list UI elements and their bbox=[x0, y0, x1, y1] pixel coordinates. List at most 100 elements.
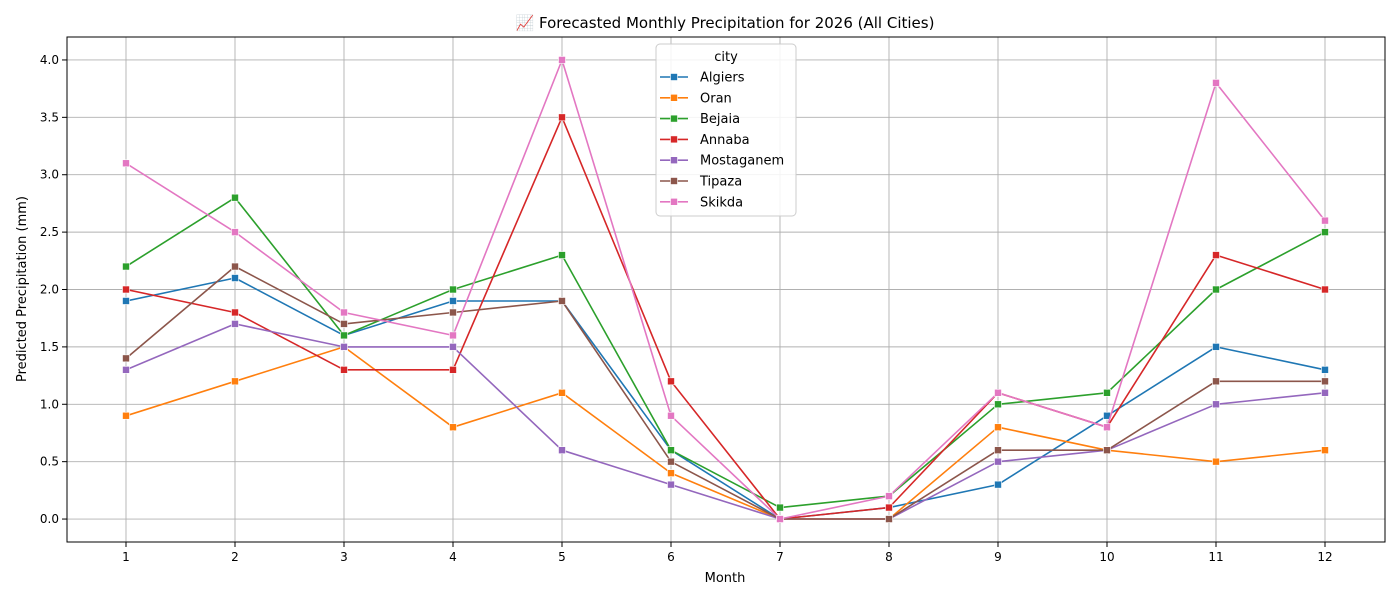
series-line-algiers bbox=[125, 277, 1326, 520]
data-point-tipaza bbox=[340, 320, 348, 328]
x-tick-label: 10 bbox=[1099, 550, 1114, 564]
data-point-tipaza bbox=[1321, 377, 1329, 386]
legend-swatch-marker bbox=[670, 156, 678, 164]
data-point-mostaganem bbox=[449, 343, 457, 351]
legend-item-mostaganem: Mostaganem bbox=[660, 154, 784, 169]
legend-item-tipaza: Tipaza bbox=[660, 175, 742, 190]
legend-label: Skikda bbox=[700, 195, 743, 210]
data-point-oran bbox=[449, 423, 457, 432]
data-point-algiers bbox=[1212, 343, 1220, 351]
legend-item-algiers: Algiers bbox=[660, 71, 745, 86]
data-point-annaba bbox=[885, 503, 893, 512]
series-layer bbox=[122, 56, 1329, 523]
y-tick-label: 3.0 bbox=[40, 168, 59, 182]
data-point-tipaza bbox=[122, 354, 130, 363]
legend-swatch-marker bbox=[670, 177, 678, 185]
data-point-oran bbox=[667, 469, 675, 477]
data-point-bejaia bbox=[122, 262, 130, 271]
y-tick-label: 1.0 bbox=[40, 397, 59, 411]
data-point-oran bbox=[1321, 446, 1329, 454]
data-point-bejaia bbox=[994, 400, 1002, 409]
data-point-bejaia bbox=[1103, 388, 1111, 397]
legend: city Algiers Oran Bejaia Annaba Mostaganem Ti… bbox=[655, 43, 797, 217]
legend-label: Oran bbox=[700, 91, 732, 106]
data-point-skikda bbox=[667, 411, 675, 420]
x-tick-label: 9 bbox=[994, 550, 1002, 564]
x-axis-label: Month bbox=[705, 571, 746, 586]
x-tick-label: 6 bbox=[667, 550, 675, 564]
legend-label: Annaba bbox=[700, 133, 750, 148]
y-tick-label: 2.5 bbox=[40, 225, 59, 239]
legend-swatch-marker bbox=[670, 198, 678, 206]
data-point-algiers bbox=[1321, 366, 1329, 374]
legend-label: Tipaza bbox=[699, 175, 742, 190]
data-point-bejaia bbox=[231, 193, 239, 202]
series-tipaza bbox=[122, 262, 1329, 523]
data-point-bejaia bbox=[1321, 228, 1329, 236]
data-point-tipaza bbox=[558, 297, 566, 305]
data-point-annaba bbox=[449, 366, 457, 374]
legend-label: Bejaia bbox=[700, 112, 740, 127]
data-point-bejaia bbox=[340, 331, 348, 340]
legend-label: Mostaganem bbox=[700, 154, 784, 169]
data-point-mostaganem bbox=[340, 343, 348, 351]
data-point-mostaganem bbox=[122, 366, 130, 374]
data-point-tipaza bbox=[994, 446, 1002, 454]
data-point-skikda bbox=[231, 228, 239, 236]
series-line-skikda bbox=[125, 59, 1326, 520]
series-skikda bbox=[122, 56, 1329, 523]
data-point-skikda bbox=[449, 331, 457, 340]
legend-swatch-marker bbox=[670, 135, 678, 144]
y-tick-label: 0.0 bbox=[40, 512, 59, 526]
legend-item-skikda: Skikda bbox=[660, 195, 743, 210]
x-tick-label: 8 bbox=[885, 550, 893, 564]
legend-item-oran: Oran bbox=[660, 91, 732, 106]
x-tick-label: 12 bbox=[1317, 550, 1332, 564]
data-point-annaba bbox=[231, 308, 239, 317]
data-point-algiers bbox=[122, 297, 130, 305]
data-point-annaba bbox=[558, 113, 566, 122]
series-line-bejaia bbox=[125, 196, 1326, 509]
series-bejaia bbox=[122, 193, 1329, 512]
data-point-tipaza bbox=[449, 308, 457, 317]
legend-swatch-marker bbox=[670, 94, 678, 102]
series-line-mostaganem bbox=[125, 323, 1326, 520]
legend-item-annaba: Annaba bbox=[660, 133, 750, 148]
data-point-skikda bbox=[558, 56, 566, 64]
data-point-oran bbox=[558, 388, 566, 397]
legend-label: Algiers bbox=[700, 71, 745, 86]
legend-item-bejaia: Bejaia bbox=[660, 112, 740, 127]
legend-swatch-marker bbox=[670, 114, 678, 123]
y-tick-label: 4.0 bbox=[40, 53, 59, 67]
data-point-skikda bbox=[122, 159, 130, 168]
data-point-bejaia bbox=[667, 446, 675, 454]
x-tick-label: 4 bbox=[449, 550, 457, 564]
data-point-oran bbox=[122, 411, 130, 420]
data-point-mostaganem bbox=[231, 320, 239, 328]
chart-title: 📈 Forecasted Monthly Precipitation for 2… bbox=[516, 14, 935, 32]
data-point-skikda bbox=[340, 308, 348, 317]
data-point-mostaganem bbox=[1321, 388, 1329, 397]
data-point-tipaza bbox=[231, 262, 239, 271]
legend-items: Algiers Oran Bejaia Annaba Mostaganem Tipaza S… bbox=[660, 71, 784, 210]
data-point-bejaia bbox=[449, 285, 457, 294]
data-point-annaba bbox=[1321, 285, 1329, 294]
x-tick-label: 11 bbox=[1208, 550, 1223, 564]
x-tick-label: 7 bbox=[776, 550, 784, 564]
data-point-mostaganem bbox=[994, 457, 1002, 466]
legend-frame bbox=[655, 43, 797, 217]
x-tick-label: 3 bbox=[340, 550, 348, 564]
data-point-tipaza bbox=[1103, 446, 1111, 454]
data-point-skikda bbox=[1212, 79, 1220, 87]
series-line-oran bbox=[125, 346, 1326, 520]
data-point-oran bbox=[994, 423, 1002, 432]
data-point-annaba bbox=[340, 366, 348, 374]
data-point-mostaganem bbox=[667, 480, 675, 489]
data-point-oran bbox=[1212, 457, 1220, 466]
series-line-tipaza bbox=[125, 265, 1325, 520]
data-point-mostaganem bbox=[1212, 400, 1220, 409]
y-axis-ticks: 0.0 0.5 1.0 1.5 2.0 2.5 3.0 3.5 4.0 bbox=[40, 53, 67, 526]
y-tick-label: 0.5 bbox=[40, 455, 59, 469]
